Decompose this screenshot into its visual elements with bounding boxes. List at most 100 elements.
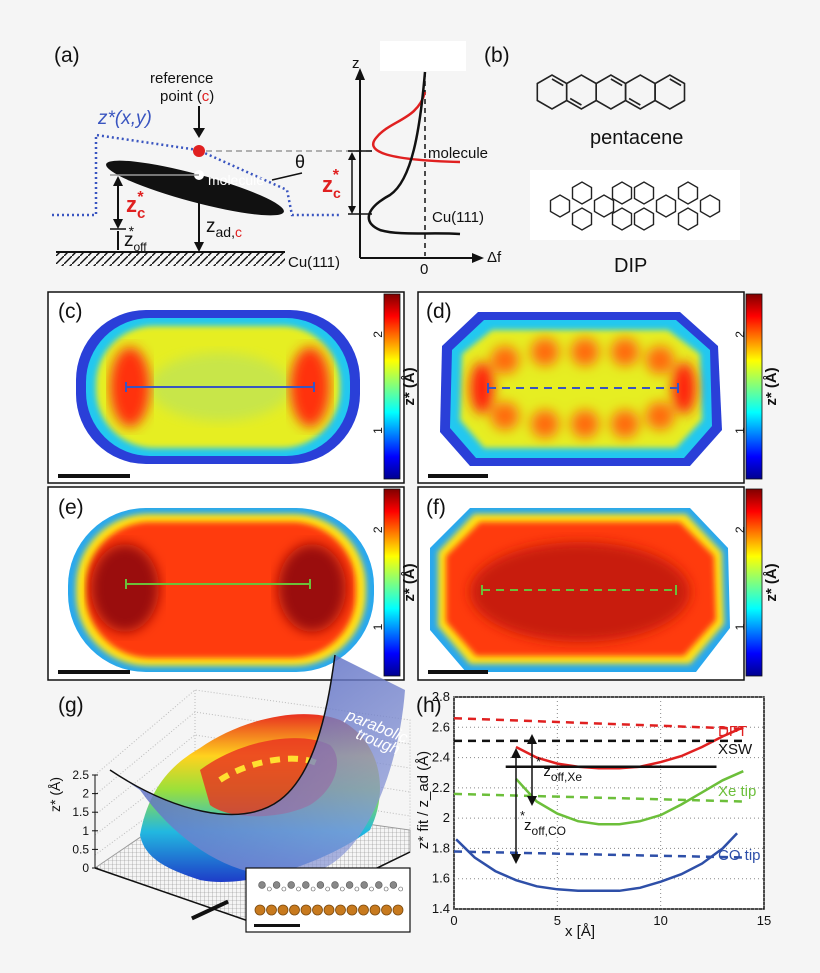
- h-y-tick: 2.4: [432, 750, 450, 765]
- g-z-ticks: 0 0.5 1 1.5 2 2.5: [72, 768, 98, 875]
- scalebar-c: [58, 474, 130, 478]
- theta-line: [271, 172, 303, 181]
- zoff-co-label: zoff,CO*: [520, 808, 566, 838]
- curve-z-arrowhead: [355, 68, 365, 80]
- dip-label: DIP: [614, 255, 647, 277]
- z-star-contour: [52, 133, 340, 217]
- h-grid: [453, 696, 765, 910]
- surface-hatch: [56, 252, 285, 266]
- series-dft-dashed: [453, 716, 744, 731]
- molecule-atom: [383, 886, 389, 892]
- h-x-tick: 5: [554, 913, 561, 928]
- molecule-atom: [325, 886, 331, 892]
- cu-atom: [358, 904, 369, 916]
- curve-cu-label: Cu(111): [432, 209, 484, 226]
- inset-scalebar: [254, 924, 300, 927]
- molecule-atom: [389, 881, 398, 889]
- molecule-atom: [287, 881, 295, 889]
- curve-df-arrowhead: [472, 253, 484, 263]
- reference-dot: [193, 145, 205, 157]
- dip-ring: [633, 181, 655, 205]
- cu-atom: [266, 904, 277, 916]
- zoff-xe-label: zoff,Xe*: [536, 754, 582, 784]
- h-y-tick: 2.2: [432, 780, 450, 795]
- colorbar-tick: 1: [371, 623, 385, 630]
- molecule-atom: [258, 881, 266, 889]
- molecule-atom: [272, 881, 281, 889]
- h-ticks: 0 5 10 15 1.4 1.6 1.8 2 2.2 2.4 2.6 2.8: [432, 689, 771, 928]
- heatmap-d-spots: [470, 338, 696, 438]
- inset-atoms: [254, 881, 404, 916]
- series-co-tip-dashed: [453, 850, 744, 859]
- colorbar-tick: 1: [733, 623, 747, 630]
- colorbar-tick: 1: [733, 427, 747, 434]
- cu-atom: [392, 904, 404, 916]
- dip-ring: [571, 181, 593, 205]
- colorbar-tick: 2: [371, 526, 385, 533]
- panel-g: (g) parabolic trough 00.511.522.5 z* (Å): [47, 654, 411, 933]
- legend-xe-tip: Xe tip: [718, 783, 756, 800]
- series-co-tip-solid: [455, 832, 739, 893]
- molecule-atom: [398, 886, 404, 892]
- g-z-tick-label: 2.5: [72, 768, 89, 782]
- zad-arrowhead: [194, 242, 204, 252]
- zoff-xe-arrowhead-down: [527, 796, 537, 806]
- colorbar-tick: 2: [371, 331, 385, 338]
- colorbar-1: [745, 293, 763, 480]
- h-y-tick: 2: [443, 810, 450, 825]
- h-y-tick: 1.6: [432, 871, 450, 886]
- dip-box: [530, 170, 740, 240]
- colorbar-label: z* (Å): [763, 367, 780, 405]
- zoff-label: zoff*: [124, 223, 147, 254]
- zoff-co-arrowhead-up: [511, 748, 521, 758]
- molecule-atom: [310, 886, 316, 892]
- zc-label: zc*: [126, 189, 145, 222]
- dip-ring: [655, 194, 677, 218]
- zoff-co-arrowhead-down: [511, 854, 521, 864]
- plot-h-frame: [453, 696, 765, 910]
- scalebar-g: [191, 899, 229, 921]
- molecule-atom: [369, 886, 374, 892]
- molecule-atom: [316, 881, 325, 889]
- colorbar-label: z* (Å): [763, 563, 780, 601]
- h-y-tick: 2.6: [432, 719, 450, 734]
- dip-ring: [611, 207, 633, 231]
- dip-ring: [593, 194, 615, 218]
- pentacene-structure: [536, 74, 686, 110]
- molecule-atom: [296, 886, 301, 892]
- curve-molecule: [371, 91, 461, 164]
- reference-arrowhead: [193, 128, 205, 138]
- h-x-label: x [Å]: [565, 923, 595, 940]
- colorbar-label: z* (Å): [401, 367, 418, 405]
- colorbar-3: [745, 488, 763, 677]
- cu-atom: [346, 904, 358, 916]
- cu-atom: [289, 904, 300, 916]
- panel-e-label: (e): [58, 496, 84, 519]
- g-z-tick-label: 0: [82, 861, 89, 875]
- curve-legend-box: [380, 41, 466, 71]
- h-y-tick: 2.8: [432, 689, 450, 704]
- inset-box: [245, 867, 411, 933]
- pentacene-ring: [536, 74, 568, 110]
- cu-atom: [369, 904, 381, 916]
- pentacene-double-bond: [551, 78, 564, 87]
- molecule-label: molecule: [208, 172, 264, 188]
- pentacene-ring: [654, 74, 686, 110]
- panel-b: (b) pentacene DIP: [484, 44, 740, 277]
- cu-atom: [312, 904, 323, 916]
- curve-zc-label: zc*: [322, 167, 341, 201]
- colorbar-tick: 2: [733, 526, 747, 533]
- g-z-tick-label: 0.5: [72, 842, 89, 856]
- heatmap-e-inner: [86, 522, 356, 658]
- h-y-tick: 1.4: [432, 901, 450, 916]
- pentacene-double-bond: [569, 97, 582, 106]
- cu-atom: [335, 904, 346, 916]
- pentacene-double-bond: [628, 97, 641, 106]
- g-z-tick-label: 1.5: [72, 805, 89, 819]
- cu-atom: [323, 904, 335, 916]
- series-xe-tip-dashed: [453, 792, 744, 803]
- dip-ring: [611, 181, 633, 205]
- pentacene-ring: [595, 74, 627, 110]
- heatmap-d-inner: [460, 330, 702, 448]
- cu-atom: [277, 904, 289, 916]
